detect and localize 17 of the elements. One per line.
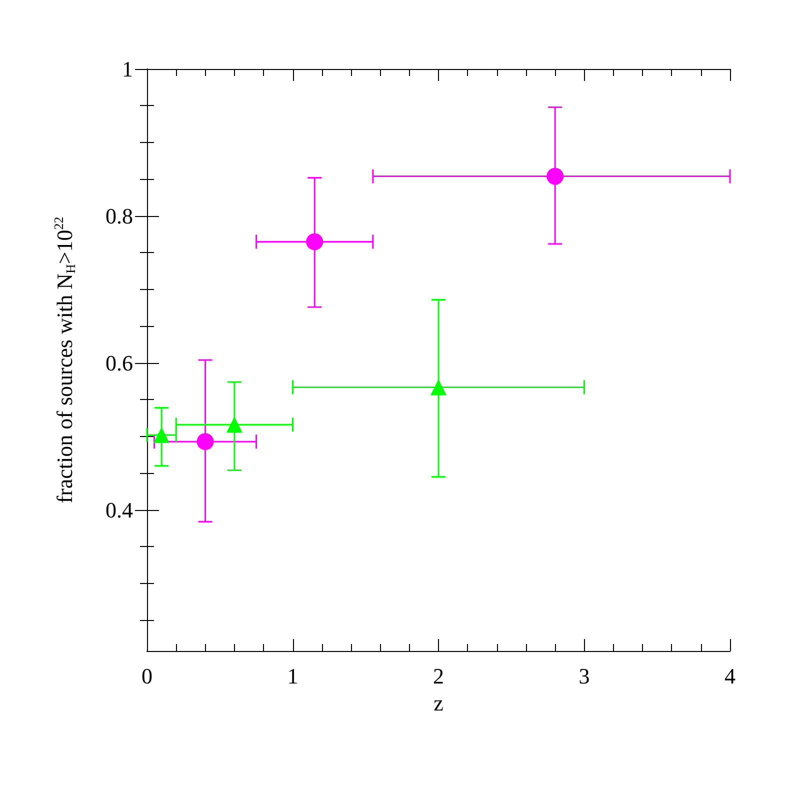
- x-tick-label: 2: [433, 664, 444, 688]
- x-tick-label: 0: [142, 664, 152, 688]
- y-tick-label: 1: [122, 56, 133, 82]
- x-tick-label: 4: [724, 664, 736, 688]
- x-tick-label: 1: [287, 664, 298, 688]
- point: [226, 416, 242, 433]
- point: [430, 379, 446, 396]
- y-axis-title: fraction of sources with NH>1022: [51, 216, 78, 504]
- y-tick-label: 0.4: [106, 497, 133, 522]
- point: [154, 426, 170, 443]
- x-tick-label: 3: [578, 664, 590, 688]
- y-tick-label: 0.6: [106, 350, 133, 376]
- point: [196, 433, 214, 450]
- y-tick-label: 0.8: [106, 203, 133, 228]
- x-axis-title: z: [434, 690, 444, 716]
- point: [546, 168, 564, 185]
- point: [306, 233, 324, 250]
